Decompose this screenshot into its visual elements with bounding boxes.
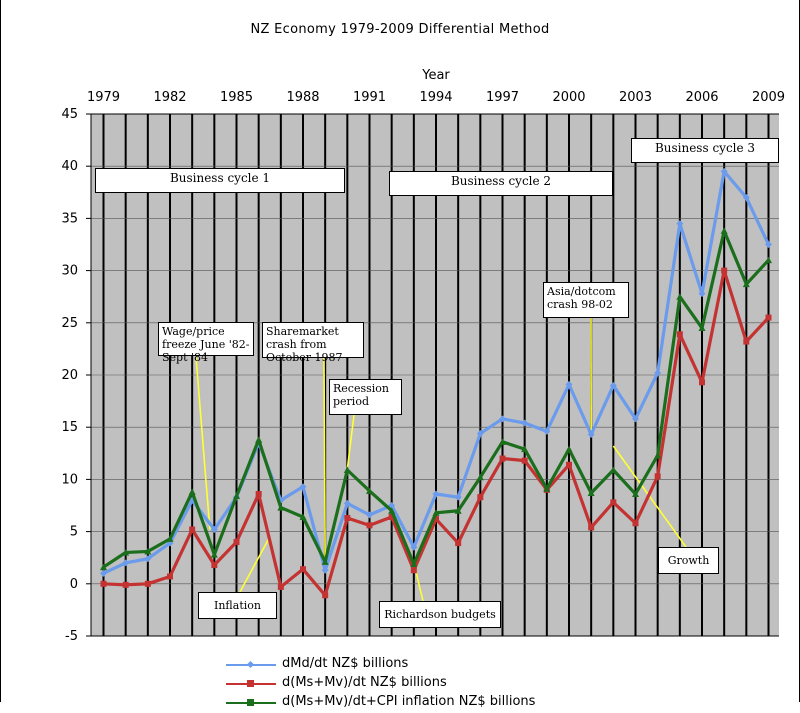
x-tick-label: 2000 — [552, 90, 585, 105]
annotation-business-cycle-3: Business cycle 3 — [631, 138, 779, 163]
series-2-point — [322, 592, 328, 598]
y-tick-label: 30 — [61, 264, 78, 279]
y-tick-label: 35 — [61, 211, 78, 226]
y-tick-label: 20 — [61, 368, 78, 383]
series-2-point — [522, 458, 528, 464]
series-2-point — [566, 462, 572, 468]
x-tick-label: 1994 — [419, 90, 452, 105]
legend-label: d(Ms+Mv)/dt NZ$ billions — [282, 675, 447, 690]
annotation-wage-price-freeze: Wage/price freeze June '82-Sept '84 — [158, 322, 254, 356]
y-tick-label: 0 — [70, 577, 78, 592]
series-2-point — [234, 539, 240, 545]
x-tick-label: 1979 — [87, 90, 120, 105]
series-2-point — [721, 268, 727, 274]
series-2-point — [167, 573, 173, 579]
series-2-point — [500, 456, 506, 462]
y-tick-label: 10 — [61, 472, 78, 487]
series-2-point — [411, 567, 417, 573]
series-2-point — [256, 491, 262, 497]
series-2-point — [300, 566, 306, 572]
legend-label: dMd/dt NZ$ billions — [282, 656, 408, 671]
series-2-point — [344, 515, 350, 521]
series-2-point — [610, 499, 616, 505]
y-tick-label: 5 — [70, 525, 78, 540]
y-tick-label: 45 — [61, 107, 78, 122]
legend-square-marker — [247, 680, 254, 687]
annotation-richardson-budgets: Richardson budgets — [379, 601, 501, 628]
series-2-point — [123, 582, 129, 588]
series-2-point — [477, 494, 483, 500]
annotation-growth: Growth — [658, 547, 719, 574]
series-2-point — [766, 315, 772, 321]
series-2-point — [189, 527, 195, 533]
series-2-point — [101, 581, 107, 587]
annotation-inflation: Inflation — [198, 592, 277, 619]
x-tick-label: 1988 — [286, 90, 319, 105]
series-2-point — [655, 473, 661, 479]
x-tick-label: 1997 — [486, 90, 519, 105]
x-tick-label: 2006 — [685, 90, 718, 105]
legend-triangle-marker — [247, 699, 254, 706]
series-2-point — [743, 339, 749, 345]
annotation-sharemarket-crash: Sharemarket crash from October 1987 — [262, 322, 364, 358]
series-2-point — [455, 540, 461, 546]
series-2-point — [699, 379, 705, 385]
y-tick-label: -5 — [65, 629, 78, 644]
y-tick-label: 25 — [61, 316, 78, 331]
series-2-point — [145, 581, 151, 587]
x-tick-label: 1991 — [353, 90, 386, 105]
annotation-business-cycle-1: Business cycle 1 — [95, 168, 345, 193]
series-2-point — [588, 524, 594, 530]
x-tick-label: 2009 — [752, 90, 785, 105]
y-tick-label: 15 — [61, 420, 78, 435]
annotation-business-cycle-2: Business cycle 2 — [389, 171, 613, 196]
series-2-point — [278, 584, 284, 590]
series-2-point — [367, 522, 373, 528]
series-2-point — [633, 520, 639, 526]
annotation-asia-dotcom-crash: Asia/dotcom crash 98-02 — [543, 282, 629, 318]
series-2-point — [211, 562, 217, 568]
x-tick-label: 2003 — [619, 90, 652, 105]
x-tick-label: 1982 — [153, 90, 186, 105]
x-tick-label: 1985 — [220, 90, 253, 105]
annotation-recession-period: Recession period — [329, 379, 402, 415]
series-2-point — [677, 331, 683, 337]
y-tick-label: 40 — [61, 159, 78, 174]
